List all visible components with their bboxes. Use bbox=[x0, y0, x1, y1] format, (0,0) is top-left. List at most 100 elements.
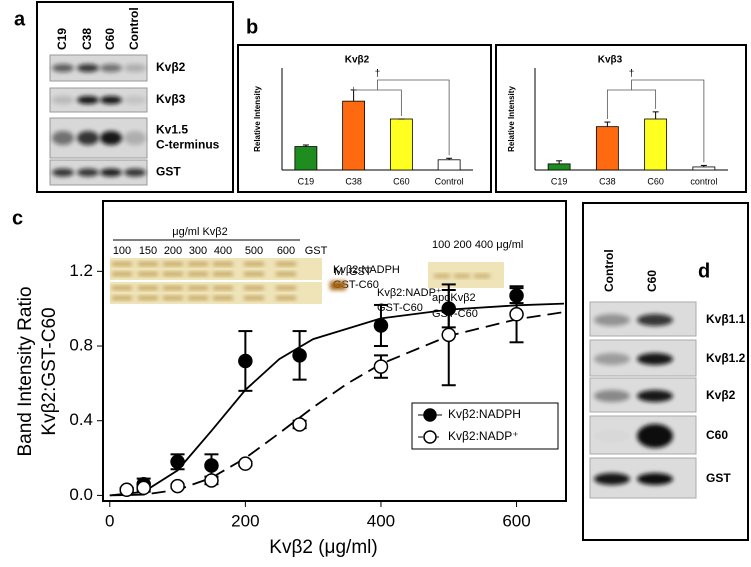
band bbox=[77, 168, 99, 177]
data-point bbox=[373, 318, 389, 333]
band bbox=[124, 131, 146, 145]
band bbox=[637, 390, 673, 402]
chart-title: Kvβ3 bbox=[598, 55, 623, 66]
panel-b2-frame bbox=[495, 44, 747, 193]
data-point bbox=[204, 458, 219, 473]
blot-strip bbox=[589, 415, 697, 455]
band bbox=[637, 424, 673, 448]
x-tick-label: 400 bbox=[367, 511, 395, 530]
band bbox=[77, 131, 99, 145]
data-point bbox=[292, 417, 307, 432]
x-tick-label: C19 bbox=[551, 176, 568, 186]
bar bbox=[644, 118, 668, 171]
annotation: † bbox=[629, 69, 635, 80]
gel bbox=[110, 258, 322, 280]
gel bbox=[110, 282, 322, 304]
band bbox=[52, 131, 74, 145]
gel-lane: 100 bbox=[113, 245, 131, 257]
gel-band bbox=[188, 296, 208, 300]
data-point bbox=[136, 480, 151, 496]
gel-band bbox=[112, 272, 132, 276]
x-tick-label: control bbox=[690, 176, 717, 186]
gel-label: GST-C60 bbox=[377, 302, 423, 314]
gel-band bbox=[244, 296, 264, 300]
x-tick-label: 200 bbox=[231, 511, 259, 530]
gel-label: apoKvβ2 bbox=[432, 292, 476, 304]
gel-lane: 300 bbox=[189, 245, 207, 257]
gel-band bbox=[188, 262, 208, 266]
y-axis-label: Band Intensity Ratio bbox=[15, 286, 36, 456]
band bbox=[124, 96, 146, 104]
band bbox=[637, 473, 673, 485]
bar bbox=[294, 146, 318, 171]
gel-band bbox=[474, 274, 490, 278]
y-tick-label: 0.0 bbox=[69, 485, 93, 504]
gel-band bbox=[163, 296, 183, 300]
gel-band bbox=[244, 262, 264, 266]
gel-band bbox=[188, 286, 208, 290]
bar bbox=[692, 166, 716, 171]
row-label: Kvβ1.2 bbox=[706, 351, 746, 365]
gel-lane: 500 bbox=[245, 245, 263, 257]
gel-label: 100 200 400 μg/ml bbox=[432, 239, 523, 251]
data-point bbox=[170, 454, 185, 470]
legend-label: Kvβ2:NADPH bbox=[448, 407, 521, 421]
x-tick-label: 0 bbox=[105, 511, 114, 530]
x-tick-label: C38 bbox=[345, 176, 362, 186]
gel-band bbox=[434, 274, 450, 278]
band bbox=[637, 314, 673, 326]
gel-band bbox=[454, 274, 470, 278]
lane-label: Control bbox=[602, 249, 616, 292]
y-axis-label: Relative Intensity bbox=[507, 86, 516, 152]
gel-lane: GST bbox=[305, 245, 328, 257]
lane-label: C38 bbox=[80, 28, 94, 50]
bar bbox=[342, 100, 366, 171]
bracket bbox=[353, 79, 450, 156]
gel-band bbox=[163, 262, 183, 266]
legend-label: Kvβ2:NADP⁺ bbox=[448, 429, 519, 443]
data-point bbox=[373, 359, 389, 374]
gel-band bbox=[112, 296, 132, 300]
row-label: Kvβ2 bbox=[156, 60, 186, 74]
row-label: Kvβ1.1 bbox=[706, 312, 746, 326]
band bbox=[124, 168, 146, 177]
lane-label: C19 bbox=[55, 28, 69, 50]
band bbox=[594, 390, 630, 402]
band bbox=[77, 96, 99, 104]
legend-marker bbox=[423, 408, 437, 422]
gel-band bbox=[213, 262, 233, 266]
x-tick-label: C38 bbox=[599, 176, 616, 186]
lane-label: C60 bbox=[645, 270, 659, 292]
gel-lane: 200 bbox=[164, 245, 182, 257]
y-tick-label: 1.2 bbox=[69, 261, 93, 280]
row-label: C60 bbox=[706, 428, 728, 442]
x-tick-label: C60 bbox=[393, 176, 410, 186]
gel-band bbox=[276, 262, 296, 266]
y-axis-label: Relative Intensity bbox=[253, 86, 262, 152]
panel-d-frame bbox=[582, 202, 749, 541]
band bbox=[124, 64, 146, 72]
x-axis-label: Kvβ2 (μg/ml) bbox=[269, 537, 377, 558]
data-point bbox=[119, 482, 134, 498]
gel-band bbox=[213, 286, 233, 290]
bracket bbox=[606, 79, 705, 163]
row-label: Kvβ3 bbox=[156, 92, 186, 106]
gel-label: GST bbox=[349, 266, 372, 278]
row-label: C-terminus bbox=[156, 138, 220, 152]
band bbox=[637, 353, 673, 365]
panel-label: d bbox=[698, 260, 710, 282]
y-axis-label: Kvβ2:GST-C60 bbox=[39, 307, 60, 435]
gel-band bbox=[213, 296, 233, 300]
bar bbox=[547, 163, 571, 171]
annotation: † bbox=[375, 69, 381, 80]
band bbox=[52, 96, 74, 104]
gel-band bbox=[112, 286, 132, 290]
gel-band bbox=[112, 262, 132, 266]
chart-title: Kvβ2 bbox=[345, 55, 370, 66]
data-point bbox=[292, 348, 307, 363]
panel-a-frame bbox=[36, 1, 234, 193]
gel-band bbox=[163, 272, 183, 276]
x-tick-label: 600 bbox=[502, 511, 530, 530]
gel-lane: 150 bbox=[139, 245, 157, 257]
